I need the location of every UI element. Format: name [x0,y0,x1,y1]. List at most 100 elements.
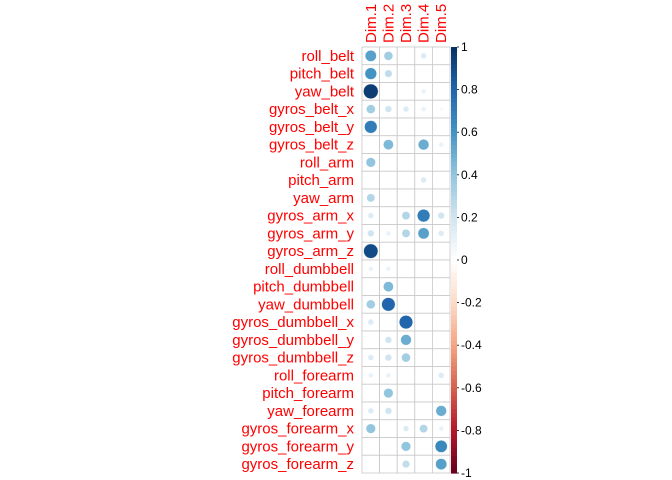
corr-circle [364,50,377,62]
grid-cell [379,206,398,225]
colorbar-segment [451,306,457,312]
corr-circle [367,212,374,219]
corr-circle [384,105,392,113]
colorbar-tick-label: 0.2 [461,210,478,224]
grid-cell [361,277,381,296]
corr-circle [366,299,376,310]
corr-circle [400,441,412,452]
grid-cell [431,64,451,83]
grid-cell [431,170,451,190]
colorbar-segment [451,294,457,299]
colorbar-segment [451,144,457,150]
colorbar-segment [451,51,457,57]
colorbar-segment [451,123,457,129]
grid-cell [396,170,416,190]
grid-cell [414,366,433,385]
grid-cell [431,277,451,296]
corr-circle [365,423,376,434]
grid-cell [396,64,416,83]
grid-cell [414,117,433,137]
grid-cell [396,295,416,314]
colorbar: 1 0.8 0.6 0.4 0.2 0 -0.2 -0.4 -0.6 -0.8 -1 [451,40,482,480]
row-label: gyros_belt_y [269,119,355,136]
row-label: gyros_belt_z [269,137,354,154]
corr-circle [383,139,394,150]
row-label: roll_belt [301,48,354,65]
colorbar-segment [451,183,457,189]
colorbar-tick-label: 1 [461,40,468,54]
grid-cell [414,259,433,279]
colorbar-segment [451,357,457,363]
colorbar-segment [451,59,457,65]
colorbar-segment [451,98,457,103]
colorbar-segment [451,119,457,125]
corr-circle [383,388,394,399]
colorbar-segment [451,217,457,223]
colorbar-segment [451,285,457,291]
corr-circle [438,142,444,148]
row-label: roll_forearm [274,367,354,384]
grid-cell [396,241,416,261]
grid-cell [379,454,398,474]
colorbar-tick-label: -0.2 [461,296,482,310]
colorbar-segment [451,179,457,184]
colorbar-segment [451,225,457,231]
row-label: yaw_forearm [267,403,354,420]
grid-cell [361,170,381,190]
grid-cell [431,82,451,101]
corr-circle [367,354,374,361]
corr-circle [438,230,445,237]
grid-cell [396,46,416,66]
corr-circle [438,426,444,432]
row-label: gyros_dumbbell_y [232,332,354,349]
colorbar-tick-label: 0.6 [461,125,478,139]
colorbar-segment [451,170,457,176]
corr-circle [363,83,379,99]
grid-cell [396,383,416,403]
grid-cell [396,188,416,208]
corr-circle [383,51,394,61]
corr-circle [417,209,431,223]
grid-cell [361,437,381,456]
grid-cell [414,295,433,314]
colorbar-segment [451,115,457,121]
colorbar-segment [451,400,457,406]
corr-circle [367,407,374,415]
row-label: pitch_forearm [262,385,354,402]
grid-cell [414,437,433,456]
colorbar-segment [451,272,457,278]
colorbar-segment [451,196,457,201]
grid-cell [414,188,433,208]
colorbar-segment [451,268,457,274]
grid-cell [414,64,433,83]
colorbar-segment [451,366,457,372]
grid-cell [379,170,398,190]
colorbar-segment [451,383,457,389]
grid-cell [361,383,381,403]
corr-circle [420,106,427,112]
grid-cell [431,348,451,367]
colorbar-tick-label: 0.4 [461,168,478,182]
colorbar-segment [451,132,457,138]
colorbar-segment [451,396,457,402]
colorbar-segment [451,340,457,346]
grid-cell [414,401,433,421]
colorbar-segment [451,281,457,287]
row-label: gyros_dumbbell_z [232,350,354,367]
row-label: pitch_dumbbell [253,279,354,296]
colorbar-segment [451,81,457,86]
grid-cell [414,383,433,403]
grid-cell [379,241,398,261]
colorbar-segment [451,464,457,470]
colorbar-segment [451,451,457,457]
colorbar-segment [451,255,457,261]
colorbar-segment [451,251,457,257]
corr-circle [420,52,427,60]
colorbar-segment [451,208,457,214]
corr-circle [381,297,396,312]
corr-circle [385,372,392,378]
colorbar-segment [451,153,457,159]
column-labels: Dim.1 Dim.2 Dim.3 Dim.4 Dim.5 [363,4,450,43]
corr-circle [366,104,376,114]
corr-circle [368,266,374,272]
